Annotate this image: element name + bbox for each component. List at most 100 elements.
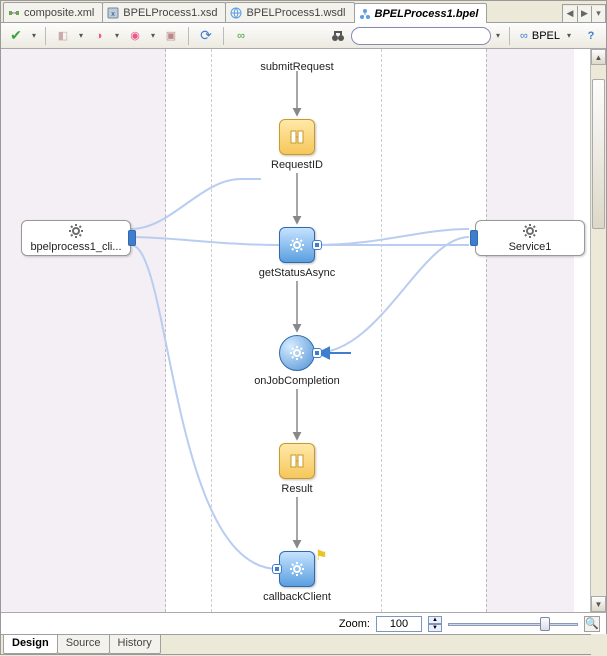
connector-port: [273, 565, 281, 573]
connector-port: [470, 230, 478, 246]
wsdl-icon: [230, 7, 242, 19]
tab-wsdl[interactable]: BPELProcess1.wsdl: [225, 2, 354, 22]
tab-label: BPELProcess1.xsd: [123, 7, 217, 19]
tab-composite[interactable]: composite.xml: [3, 2, 103, 22]
palette2-dropdown[interactable]: ▾: [148, 31, 158, 40]
view-tab-strip: Design Source History: [1, 634, 606, 654]
swimlane-divider: [381, 49, 382, 612]
file-tab-strip: composite.xml BPELProcess1.xsd BPELProce…: [1, 1, 606, 23]
slider-thumb[interactable]: [540, 617, 550, 631]
composite-icon: [8, 7, 20, 19]
partner-link-client[interactable]: bpelprocess1_cli...: [21, 220, 131, 256]
tab-nav-next[interactable]: ▶: [577, 6, 591, 22]
validate-dropdown[interactable]: ▾: [29, 31, 39, 40]
scroll-down-arrow[interactable]: ▼: [591, 596, 606, 612]
zoom-step-up[interactable]: ▲: [428, 616, 442, 624]
bookmark-button[interactable]: ◧: [52, 25, 74, 47]
view-mode-dropdown: ▾: [564, 31, 574, 40]
view-mode-toggle[interactable]: ∞ BPEL ▾: [516, 25, 578, 47]
editor-toolbar: ✔ ▾ ◧ ▾ ◑ ▾ ◉ ▾ ▣ ⟳ ∞ ▾ ∞ BPEL ▾ ?: [1, 23, 606, 49]
palette2-icon: ◉: [130, 29, 140, 42]
refresh-button[interactable]: ⟳: [195, 25, 217, 47]
view-tab-source[interactable]: Source: [57, 635, 110, 654]
activity-RequestID[interactable]: RequestID: [237, 119, 357, 171]
partner-label: bpelprocess1_cli...: [30, 241, 121, 253]
partner-link-service[interactable]: Service1: [475, 220, 585, 256]
connector-port: [313, 349, 321, 357]
separator: [188, 27, 189, 45]
find-button[interactable]: [327, 25, 349, 47]
activity-onJobCompletion[interactable]: onJobCompletion: [237, 335, 357, 387]
magnifier-icon: 🔍: [585, 617, 599, 630]
separator: [45, 27, 46, 45]
scroll-up-arrow[interactable]: ▲: [591, 49, 606, 65]
tab-nav-list[interactable]: ▾: [591, 6, 605, 22]
view-mode-label: BPEL: [532, 30, 560, 42]
partner-label: Service1: [509, 241, 552, 253]
search-dropdown[interactable]: ▾: [493, 31, 503, 40]
zoom-stepper[interactable]: ▲ ▼: [428, 616, 442, 632]
bpel-icon: [359, 8, 371, 20]
partner-lane-right: [486, 49, 574, 612]
gear-icon: [68, 223, 84, 239]
view-tab-design[interactable]: Design: [3, 635, 58, 654]
vertical-scrollbar[interactable]: ▲ ▼: [590, 49, 606, 612]
gear-icon: [289, 561, 305, 577]
gear-icon: [522, 223, 538, 239]
assign-icon: [289, 453, 305, 469]
scrollbar-thumb[interactable]: [592, 79, 605, 229]
search-input[interactable]: [351, 27, 491, 45]
connector-port: [128, 230, 136, 246]
activity-label: RequestID: [237, 159, 357, 171]
palette1-dropdown[interactable]: ▾: [112, 31, 122, 40]
binoculars-icon: [330, 28, 346, 44]
slider-track: [448, 623, 578, 626]
partner-lane-left: [1, 49, 166, 612]
zoom-fit-button[interactable]: 🔍: [584, 616, 600, 632]
activity-getStatusAsync[interactable]: getStatusAsync: [237, 227, 357, 279]
zoom-value-input[interactable]: [376, 616, 422, 632]
tab-label: composite.xml: [24, 7, 94, 19]
zoom-bar: Zoom: ▲ ▼ 🔍: [1, 612, 606, 634]
activity-label: onJobCompletion: [237, 375, 357, 387]
activity-submitRequest[interactable]: submitRequest: [237, 57, 357, 73]
tab-label: BPELProcess1.bpel: [375, 8, 479, 20]
help-button[interactable]: ?: [580, 25, 602, 47]
activity-Result[interactable]: Result: [237, 443, 357, 495]
infinity-icon: ∞: [520, 30, 528, 42]
refresh-icon: ⟳: [200, 27, 212, 44]
activity-label: callbackClient: [237, 591, 357, 603]
box-button[interactable]: ▣: [160, 25, 182, 47]
view-tab-history[interactable]: History: [109, 635, 161, 654]
xsd-icon: [107, 7, 119, 19]
activity-callbackClient[interactable]: ⚑callbackClient: [237, 551, 357, 603]
activity-label: Result: [237, 483, 357, 495]
validate-button[interactable]: ✔: [5, 25, 27, 47]
check-icon: ✔: [10, 27, 22, 44]
bookmark-dropdown[interactable]: ▾: [76, 31, 86, 40]
flag-icon: ⚑: [315, 547, 328, 564]
palette1-button[interactable]: ◑: [88, 25, 110, 47]
zoom-label: Zoom:: [339, 618, 370, 630]
zoom-slider[interactable]: [448, 617, 578, 631]
separator: [223, 27, 224, 45]
tab-xsd[interactable]: BPELProcess1.xsd: [102, 2, 226, 22]
activity-label: submitRequest: [237, 61, 357, 73]
gear-icon: [289, 237, 305, 253]
zoom-step-down[interactable]: ▼: [428, 624, 442, 632]
activity-label: getStatusAsync: [237, 267, 357, 279]
gear-icon: [289, 345, 305, 361]
link-icon: ∞: [237, 30, 245, 42]
bookmark-icon: ◧: [58, 29, 68, 42]
palette2-button[interactable]: ◉: [124, 25, 146, 47]
link-button[interactable]: ∞: [230, 25, 252, 47]
designer-canvas[interactable]: bpelprocess1_cli... Service1 submitReque…: [1, 49, 590, 612]
box-icon: ▣: [166, 29, 176, 42]
tab-nav-prev[interactable]: ◀: [563, 6, 577, 22]
tab-label: BPELProcess1.wsdl: [246, 7, 345, 19]
connector-port: [313, 241, 321, 249]
tab-bpel[interactable]: BPELProcess1.bpel: [354, 3, 488, 23]
bpel-editor-window: composite.xml BPELProcess1.xsd BPELProce…: [0, 0, 607, 655]
help-icon: ?: [588, 30, 595, 42]
assign-icon: [289, 129, 305, 145]
